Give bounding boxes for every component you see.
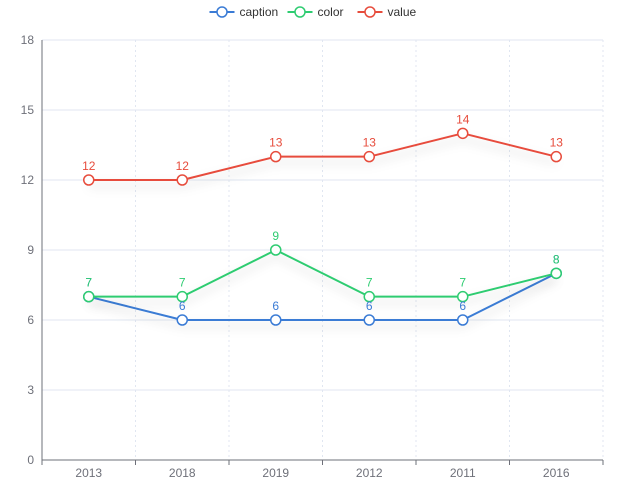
data-point-value[interactable] (270, 150, 282, 163)
data-label-value: 13 (269, 136, 283, 150)
data-label-value: 13 (550, 136, 564, 150)
data-point-caption[interactable] (270, 314, 282, 326)
x-tick-label: 2011 (450, 466, 476, 480)
data-point-value[interactable] (550, 150, 562, 163)
series-group (83, 127, 562, 326)
data-point-value[interactable] (457, 127, 469, 140)
data-point-color[interactable] (457, 290, 469, 303)
data-label-caption: 6 (459, 299, 466, 313)
x-tick-label: 2012 (356, 466, 383, 480)
x-tick-label: 2016 (543, 466, 570, 480)
y-tick-label: 6 (27, 313, 34, 327)
data-label-color: 9 (272, 229, 279, 243)
x-tick-label: 2018 (169, 466, 196, 480)
data-point-color[interactable] (550, 267, 562, 280)
data-label-color: 7 (366, 276, 373, 290)
y-tick-label: 15 (21, 103, 35, 117)
data-point-caption[interactable] (363, 314, 375, 326)
data-point-color[interactable] (176, 290, 188, 303)
y-tick-label: 12 (21, 173, 35, 187)
legend[interactable]: caption color value (209, 5, 417, 19)
legend-item-color[interactable]: color (287, 5, 344, 19)
data-label-caption: 8 (553, 252, 560, 266)
data-label-value: 12 (82, 159, 96, 173)
x-tick-label: 2013 (75, 466, 102, 480)
legend-item-caption[interactable]: caption (209, 5, 279, 19)
data-point-color[interactable] (83, 290, 95, 303)
legend-item-value[interactable]: value (357, 5, 417, 19)
y-tick-label: 9 (27, 243, 34, 257)
data-label-caption: 6 (366, 299, 373, 313)
data-label-caption: 6 (272, 299, 279, 313)
data-point-value[interactable] (363, 150, 375, 163)
data-label-caption: 7 (85, 276, 92, 290)
legend-marker-icon (364, 6, 376, 18)
y-tick-label: 3 (27, 383, 34, 397)
data-label-caption: 6 (179, 299, 186, 313)
legend-marker-icon (294, 6, 306, 18)
series-line-color (88, 249, 557, 298)
y-tick-label: 18 (21, 33, 35, 47)
legend-label: color (318, 5, 344, 19)
data-point-value[interactable] (176, 174, 188, 186)
legend-label: caption (240, 5, 279, 19)
data-label-value: 12 (176, 159, 190, 173)
y-tick-label: 0 (27, 453, 34, 467)
series-line-caption (88, 272, 557, 321)
data-label-value: 13 (363, 136, 377, 150)
data-label-color: 8 (553, 252, 560, 266)
series-line-value (88, 132, 557, 181)
axes: 0 3 6 9 12 15 18 2013 2018 2019 2012 2011 2016 (21, 33, 604, 480)
data-label-color: 7 (459, 276, 466, 290)
x-tick-label: 2019 (262, 466, 289, 480)
legend-marker-icon (216, 6, 228, 18)
data-label-color: 7 (179, 276, 186, 290)
data-point-caption[interactable] (457, 314, 469, 326)
data-label-value: 14 (456, 112, 470, 126)
data-point-color[interactable] (363, 290, 375, 303)
legend-label: value (388, 5, 417, 19)
data-point-value[interactable] (83, 174, 95, 186)
data-label-color: 7 (85, 276, 92, 290)
data-point-caption[interactable] (176, 314, 188, 326)
grid (42, 39, 604, 460)
data-point-color[interactable] (270, 244, 282, 256)
